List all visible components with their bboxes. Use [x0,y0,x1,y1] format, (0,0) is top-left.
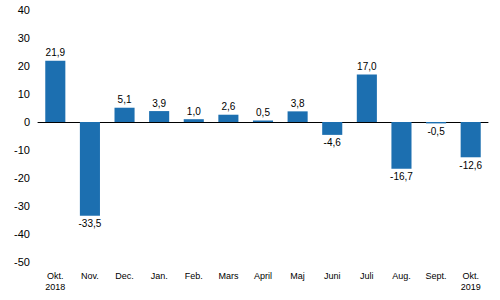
svg-text:-16,7: -16,7 [390,171,413,182]
svg-text:20: 20 [18,60,30,72]
svg-text:Aug.: Aug. [392,271,411,281]
svg-text:-40: -40 [14,228,30,240]
svg-text:-33,5: -33,5 [79,218,102,229]
svg-text:1,0: 1,0 [187,106,201,117]
svg-text:-0,5: -0,5 [427,126,445,137]
svg-text:-4,6: -4,6 [324,137,342,148]
svg-text:Okt.: Okt. [462,271,479,281]
svg-text:3,8: 3,8 [291,98,305,109]
svg-text:Feb.: Feb. [185,271,203,281]
svg-text:2,6: 2,6 [221,101,235,112]
svg-text:Nov.: Nov. [81,271,99,281]
svg-text:Sept.: Sept. [426,271,447,281]
svg-text:30: 30 [18,32,30,44]
svg-text:2019: 2019 [461,282,481,292]
svg-text:17,0: 17,0 [357,61,377,72]
svg-text:Jan.: Jan. [151,271,168,281]
svg-text:0,5: 0,5 [256,107,270,118]
svg-text:Dec.: Dec. [115,271,134,281]
svg-text:3,9: 3,9 [152,98,166,109]
svg-text:Juni: Juni [324,271,341,281]
svg-text:Mars: Mars [218,271,238,281]
svg-text:Maj: Maj [290,271,305,281]
svg-text:-10: -10 [14,144,30,156]
svg-text:2018: 2018 [45,282,65,292]
svg-text:Juli: Juli [360,271,374,281]
svg-text:5,1: 5,1 [118,94,132,105]
svg-text:-12,6: -12,6 [459,160,482,171]
svg-text:Okt.: Okt. [47,271,64,281]
svg-text:April: April [254,271,272,281]
svg-text:40: 40 [18,4,30,16]
svg-text:21,9: 21,9 [46,47,66,58]
svg-text:10: 10 [18,88,30,100]
svg-text:0: 0 [24,116,30,128]
svg-text:-30: -30 [14,200,30,212]
svg-text:-50: -50 [14,256,30,268]
svg-text:-20: -20 [14,172,30,184]
